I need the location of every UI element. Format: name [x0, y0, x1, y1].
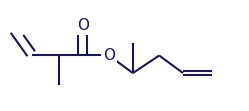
Text: O: O [77, 18, 89, 33]
Text: O: O [103, 48, 115, 63]
